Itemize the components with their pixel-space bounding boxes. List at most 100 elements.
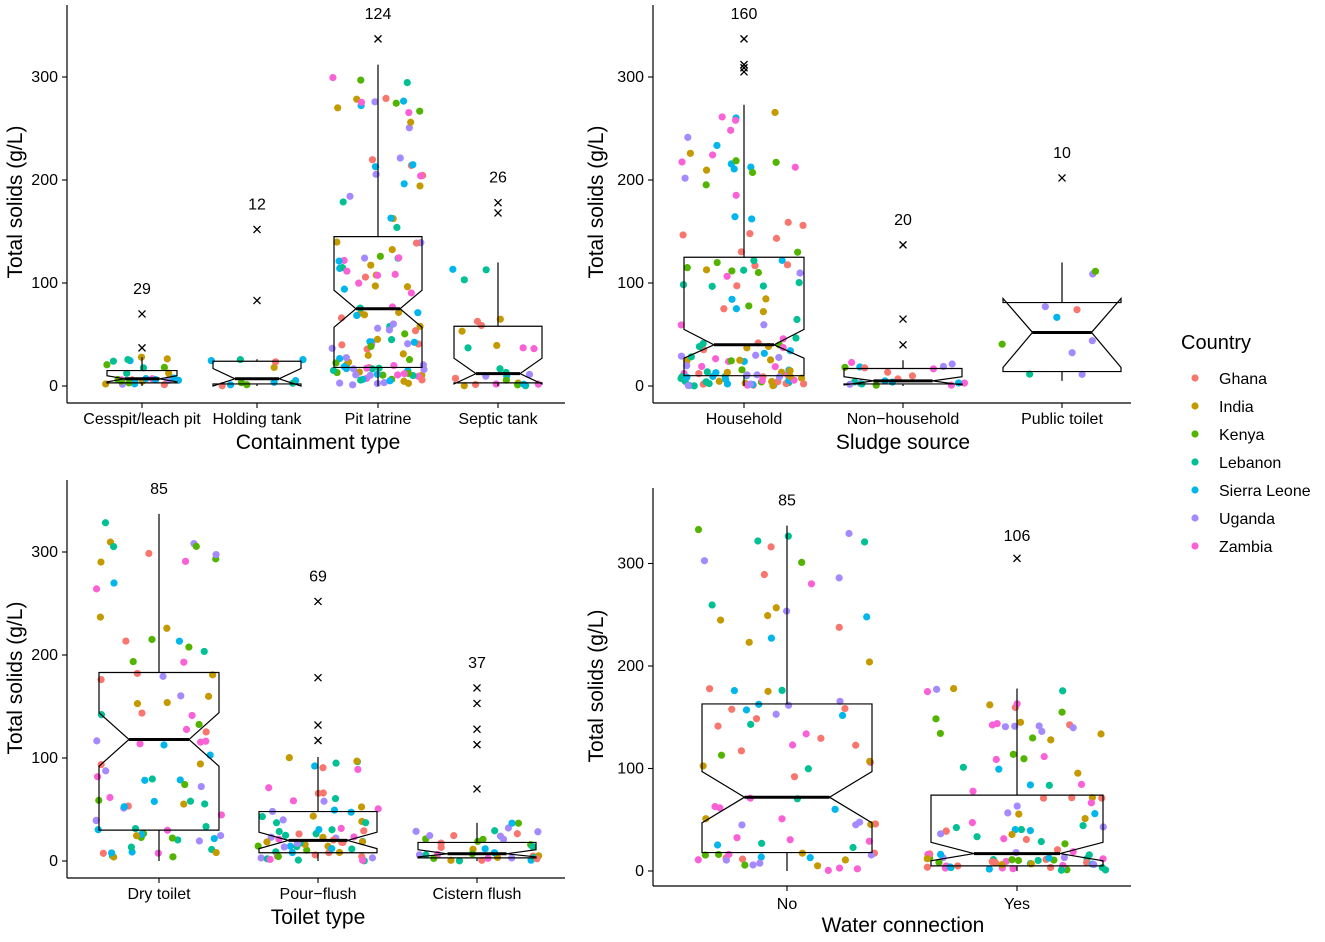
data-point: [460, 276, 468, 284]
data-point: [374, 805, 382, 813]
x-tick-label: Non−household: [847, 411, 960, 428]
outlier-stroke: [899, 240, 907, 249]
x-tick-label: Yes: [1004, 896, 1030, 913]
data-point: [399, 350, 407, 358]
data-point: [123, 369, 131, 377]
data-point: [395, 254, 403, 262]
data-point: [988, 721, 996, 729]
outlier-stroke: [899, 340, 907, 349]
data-point: [867, 851, 875, 859]
data-point: [148, 635, 156, 644]
outlier-stroke: [374, 34, 382, 43]
data-point: [769, 382, 777, 390]
data-point: [364, 351, 372, 359]
data-point: [93, 773, 102, 781]
data-point: [708, 601, 716, 609]
data-point: [762, 295, 770, 303]
data-point: [752, 351, 760, 359]
data-point: [1061, 840, 1069, 848]
data-point: [998, 340, 1006, 348]
data-point: [93, 737, 101, 745]
data-point: [709, 372, 717, 381]
outlier-stroke: [314, 673, 322, 682]
y-tick-label: 200: [31, 172, 58, 189]
box-notched: [212, 360, 302, 387]
data-point: [374, 324, 382, 332]
data-point: [752, 715, 761, 723]
points-group: [677, 108, 808, 390]
data-point: [361, 273, 370, 281]
data-point: [1097, 730, 1105, 738]
data-point: [835, 623, 843, 631]
data-point: [708, 151, 717, 159]
data-point: [794, 248, 802, 256]
outlier-mark: [1013, 554, 1021, 563]
data-point: [746, 380, 755, 388]
data-point: [405, 108, 413, 117]
legend-label: Zambia: [1219, 539, 1272, 556]
data-point: [210, 834, 218, 843]
legend-title: Country: [1181, 332, 1251, 354]
legend-label: Uganda: [1219, 511, 1275, 528]
data-point: [701, 851, 709, 859]
data-point: [747, 163, 755, 171]
data-point: [387, 336, 396, 344]
data-point: [508, 819, 516, 827]
box-notched: [98, 671, 220, 831]
data-point: [411, 327, 420, 335]
data-point: [968, 818, 976, 827]
data-point: [405, 124, 413, 132]
legend-label: Sierra Leone: [1219, 483, 1311, 500]
data-point: [737, 248, 745, 256]
data-point: [954, 379, 963, 387]
y-tick-label: 300: [617, 556, 644, 573]
points-group: [412, 819, 543, 865]
data-point: [1034, 856, 1042, 865]
sample-count-label: 12: [248, 196, 266, 213]
data-point: [784, 532, 792, 540]
points-group: [449, 265, 542, 390]
y-tick-label: 0: [49, 853, 58, 870]
data-point: [730, 686, 739, 695]
data-point: [363, 364, 371, 372]
data-point: [410, 338, 418, 346]
data-point: [349, 365, 358, 373]
data-point: [274, 852, 282, 861]
data-point: [275, 827, 283, 836]
data-point: [1057, 866, 1066, 874]
outlier-stroke: [314, 597, 322, 606]
data-point: [346, 192, 354, 200]
x-tick-label: Cesspit/leach pit: [83, 411, 201, 428]
data-point: [985, 865, 993, 873]
data-point: [371, 282, 379, 290]
data-point: [160, 741, 168, 749]
sample-count-label: 160: [731, 6, 758, 23]
x-axis-title: Water connection: [822, 914, 985, 937]
data-point: [328, 826, 336, 834]
data-point: [373, 370, 381, 378]
data-point: [339, 198, 347, 206]
data-point: [1069, 724, 1077, 732]
y-tick-label: 200: [617, 658, 644, 675]
data-point: [749, 861, 757, 869]
data-point: [713, 141, 721, 150]
data-point: [405, 355, 414, 364]
data-point: [359, 856, 367, 864]
sample-count-label: 26: [489, 170, 507, 187]
data-point: [1035, 722, 1043, 730]
data-point: [195, 837, 203, 845]
data-point: [347, 808, 355, 816]
outlier-stroke: [740, 60, 748, 69]
data-point: [969, 787, 977, 795]
data-point: [403, 78, 411, 87]
data-point: [335, 257, 343, 265]
outlier-mark: [899, 240, 907, 249]
legend-swatch: [1191, 374, 1199, 382]
outlier-mark: [138, 309, 146, 318]
data-point: [694, 856, 702, 864]
x-axis-title: Sludge source: [836, 431, 970, 454]
data-point: [336, 379, 344, 387]
data-point: [745, 638, 753, 646]
outlier-stroke: [494, 198, 502, 207]
data-point: [329, 366, 338, 375]
